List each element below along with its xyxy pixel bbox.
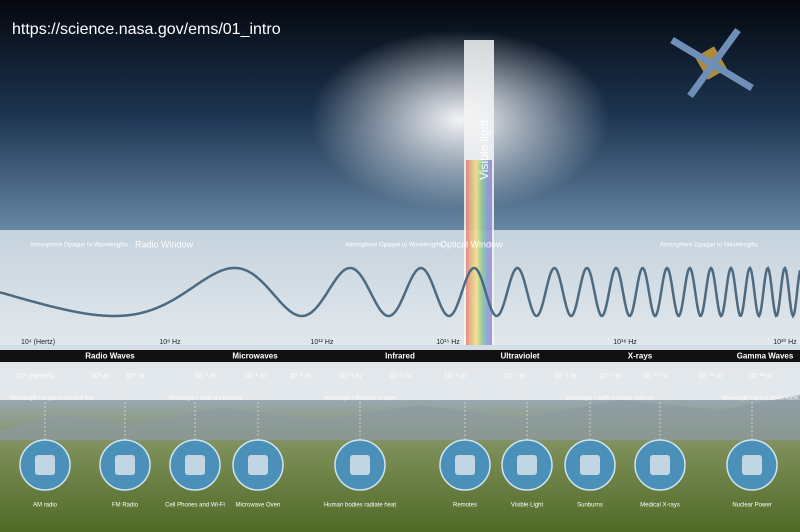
band-bar: [0, 350, 800, 362]
window-label: Optical Window: [440, 239, 503, 249]
wavelength-label: 10³ (meters): [16, 373, 54, 380]
source-label: FM Radio: [112, 503, 139, 509]
wavelength-label: 10⁻¹ m: [194, 373, 216, 380]
satellite: [670, 27, 754, 99]
band-label: Radio Waves: [85, 352, 135, 361]
wavelength-label: 10⁻¹⁰ m: [643, 372, 668, 380]
wavelength-label: 10⁻² m: [244, 373, 266, 380]
window-label: Atmosphere Opaque to Wavelengths: [30, 243, 128, 249]
source-label: Sunburns: [577, 503, 603, 509]
atmosphere-band: [0, 230, 800, 345]
source-label: Nuclear Power: [732, 503, 771, 509]
source-label: Microwave Oven: [236, 503, 281, 509]
source-symbol: [455, 455, 475, 475]
source-symbol: [248, 455, 268, 475]
wavelength-label: 10⁻⁴ m: [339, 373, 361, 380]
wavelength-note: Wavelength = width of a water molecule: [566, 395, 655, 401]
wavelength-label: 10⁻⁷ m: [504, 373, 526, 380]
wavelength-label: 10⁻¹¹ m: [698, 373, 722, 380]
visible-spectrum: [466, 160, 492, 345]
source-label: Medical X-rays: [640, 503, 680, 509]
source-label: AM radio: [33, 503, 58, 509]
frequency-label: 10¹⁵ Hz: [436, 339, 460, 346]
frequency-label: 10⁸ Hz: [159, 339, 181, 346]
wavelength-label: 10¹ m: [91, 373, 109, 380]
visible-light-label: Visible light: [477, 119, 491, 180]
wavelength-label: 10⁻⁸ m: [554, 373, 576, 380]
source-symbol: [35, 455, 55, 475]
frequency-label: 10²⁰ Hz: [773, 338, 797, 346]
wave: [0, 265, 800, 319]
wavelength-label: 10⁻³ m: [289, 373, 311, 380]
frequency-label: 10⁴ (Hertz): [21, 339, 55, 346]
wavelength-note: Wavelength = size of atomic nuclei: [722, 395, 799, 401]
window-label: Atmosphere Opaque to Wavelengths: [660, 243, 758, 249]
source-label: Human bodies radiate heat: [324, 503, 396, 509]
source-symbol: [650, 455, 670, 475]
source-symbol: [185, 455, 205, 475]
band-label: Infrared: [385, 352, 415, 361]
source-symbol: [350, 455, 370, 475]
frequency-label: 10¹² Hz: [311, 339, 334, 346]
sun-glow: [310, 30, 610, 210]
wavelength-label: 10⁻⁵ m: [389, 373, 411, 380]
source-symbol: [580, 455, 600, 475]
band-label: X-rays: [628, 352, 653, 361]
source-url: https://science.nasa.gov/ems/01_intro: [12, 21, 281, 38]
wavelength-label: 10⁰ m: [126, 372, 145, 380]
source-label: Remotes: [453, 503, 477, 509]
source-label: Visible Light: [511, 503, 544, 509]
window-label: Radio Window: [135, 239, 194, 249]
wavelength-label: 10⁻⁶ m: [444, 373, 466, 380]
band-label: Gamma Waves: [737, 352, 794, 361]
source-symbol: [115, 455, 135, 475]
source-label: Cell Phones and Wi-Fi: [165, 503, 225, 509]
wavelength-label: 10⁻⁹ m: [599, 373, 621, 380]
wavelength-note: Wavelength = length of a football field: [10, 395, 94, 401]
band-label: Microwaves: [232, 352, 278, 361]
mountains: [0, 395, 800, 440]
frequency-label: 10¹⁸ Hz: [613, 339, 637, 346]
wavelength-label: 10⁻¹² m: [748, 373, 772, 380]
wavelength-note: Wavelength = width of a baseball: [168, 395, 241, 401]
source-symbol: [517, 455, 537, 475]
window-label: Atmosphere Opaque to Wavelengths: [345, 243, 443, 249]
source-symbol: [742, 455, 762, 475]
band-label: Ultraviolet: [500, 352, 539, 361]
